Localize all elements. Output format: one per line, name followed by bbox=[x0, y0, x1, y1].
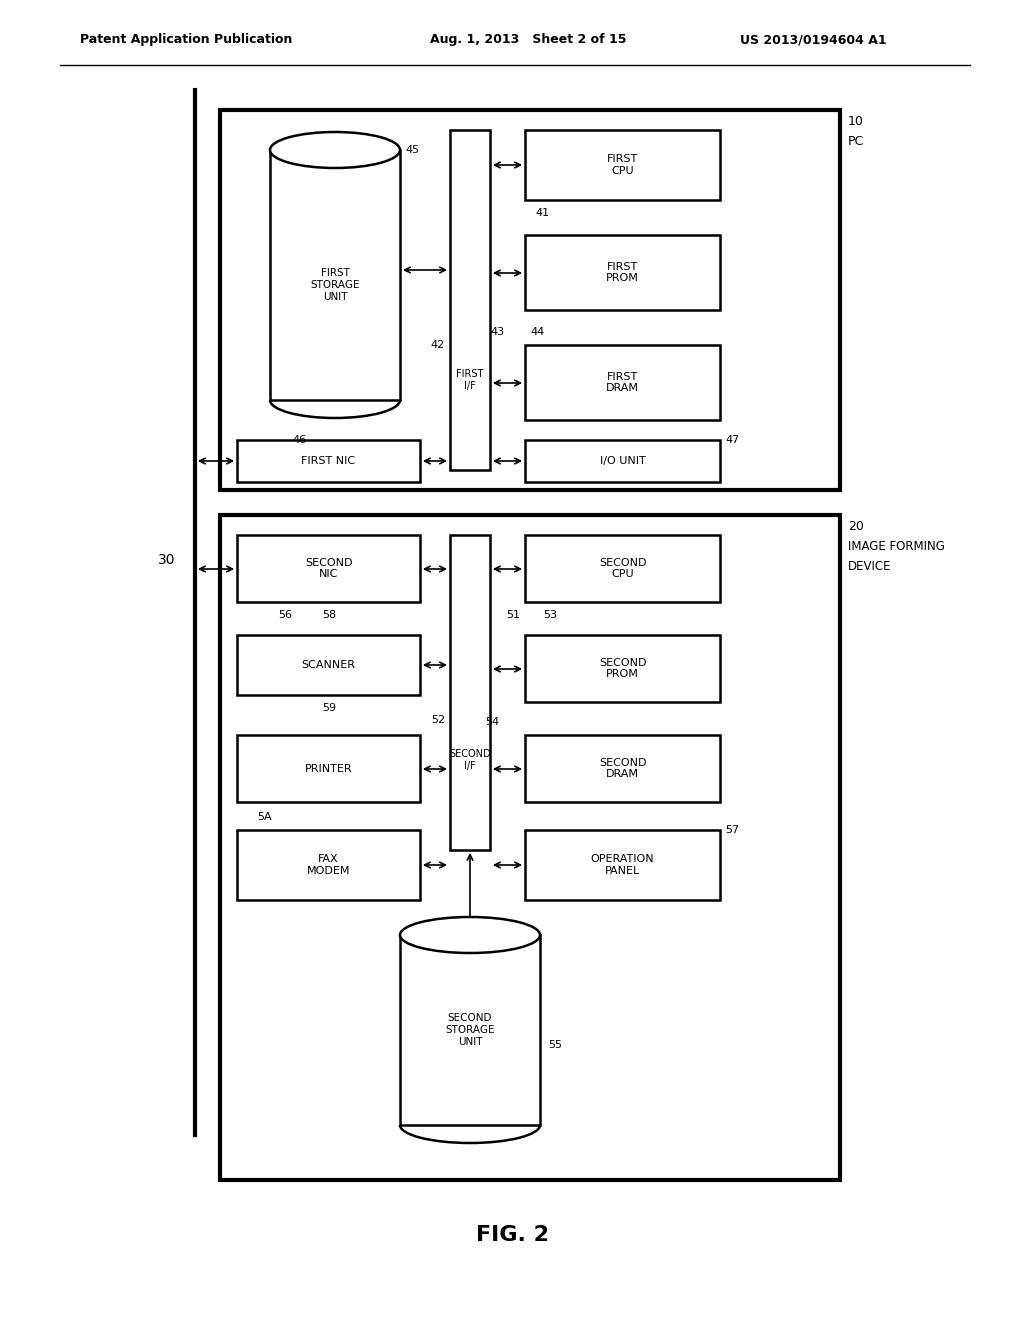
Text: 30: 30 bbox=[158, 553, 175, 568]
Text: SECOND
PROM: SECOND PROM bbox=[599, 657, 646, 680]
Text: FIRST
CPU: FIRST CPU bbox=[607, 154, 638, 176]
Bar bbox=[237, 830, 420, 900]
Text: 57: 57 bbox=[725, 825, 739, 836]
Bar bbox=[237, 635, 420, 696]
Bar bbox=[525, 735, 720, 803]
Bar bbox=[220, 110, 840, 490]
Bar bbox=[525, 440, 720, 482]
Text: SECOND
STORAGE
UNIT: SECOND STORAGE UNIT bbox=[445, 1014, 495, 1047]
Text: 52: 52 bbox=[431, 715, 445, 725]
Text: OPERATION
PANEL: OPERATION PANEL bbox=[591, 854, 654, 875]
Text: FIRST
DRAM: FIRST DRAM bbox=[606, 372, 639, 393]
Text: 10: 10 bbox=[848, 115, 864, 128]
Text: FIRST
I/F: FIRST I/F bbox=[457, 370, 483, 391]
Text: 42: 42 bbox=[431, 341, 445, 350]
Text: 53: 53 bbox=[543, 610, 557, 620]
Text: I/O UNIT: I/O UNIT bbox=[600, 455, 645, 466]
Text: 58: 58 bbox=[322, 610, 336, 620]
Text: 43: 43 bbox=[490, 327, 504, 337]
Text: SECOND
CPU: SECOND CPU bbox=[599, 557, 646, 579]
Bar bbox=[400, 935, 540, 1125]
Text: SCANNER: SCANNER bbox=[301, 660, 355, 671]
Text: DEVICE: DEVICE bbox=[848, 560, 892, 573]
Text: PRINTER: PRINTER bbox=[305, 763, 352, 774]
Text: FIG. 2: FIG. 2 bbox=[475, 1225, 549, 1245]
Text: Patent Application Publication: Patent Application Publication bbox=[80, 33, 293, 46]
Bar bbox=[525, 235, 720, 310]
Ellipse shape bbox=[270, 132, 400, 168]
Text: FIRST NIC: FIRST NIC bbox=[301, 455, 355, 466]
Text: SECOND
NIC: SECOND NIC bbox=[305, 557, 352, 579]
Text: 46: 46 bbox=[292, 436, 306, 445]
Text: SECOND
DRAM: SECOND DRAM bbox=[599, 758, 646, 779]
Text: US 2013/0194604 A1: US 2013/0194604 A1 bbox=[740, 33, 887, 46]
Bar bbox=[237, 735, 420, 803]
Text: FIRST
STORAGE
UNIT: FIRST STORAGE UNIT bbox=[310, 268, 359, 301]
Bar bbox=[525, 830, 720, 900]
Text: FIRST
PROM: FIRST PROM bbox=[606, 261, 639, 284]
Bar bbox=[525, 535, 720, 602]
Text: 59: 59 bbox=[322, 704, 336, 713]
Text: 41: 41 bbox=[535, 209, 549, 218]
Text: SECOND
I/F: SECOND I/F bbox=[450, 750, 490, 771]
Text: 20: 20 bbox=[848, 520, 864, 533]
Text: 54: 54 bbox=[485, 717, 499, 727]
Bar bbox=[525, 345, 720, 420]
Text: 5A: 5A bbox=[257, 812, 271, 822]
Text: 56: 56 bbox=[278, 610, 292, 620]
Text: 51: 51 bbox=[506, 610, 520, 620]
Text: 44: 44 bbox=[530, 327, 544, 337]
Text: 47: 47 bbox=[725, 436, 739, 445]
Bar bbox=[237, 535, 420, 602]
Bar bbox=[525, 129, 720, 201]
Bar bbox=[270, 150, 400, 400]
Bar bbox=[450, 535, 490, 850]
Bar bbox=[220, 515, 840, 1180]
Text: 45: 45 bbox=[406, 145, 419, 154]
Bar bbox=[237, 440, 420, 482]
Text: PC: PC bbox=[848, 135, 864, 148]
Ellipse shape bbox=[400, 917, 540, 953]
Bar bbox=[450, 129, 490, 470]
Bar bbox=[525, 635, 720, 702]
Text: FAX
MODEM: FAX MODEM bbox=[307, 854, 350, 875]
Text: 55: 55 bbox=[548, 1040, 562, 1049]
Text: Aug. 1, 2013   Sheet 2 of 15: Aug. 1, 2013 Sheet 2 of 15 bbox=[430, 33, 627, 46]
Text: IMAGE FORMING: IMAGE FORMING bbox=[848, 540, 945, 553]
